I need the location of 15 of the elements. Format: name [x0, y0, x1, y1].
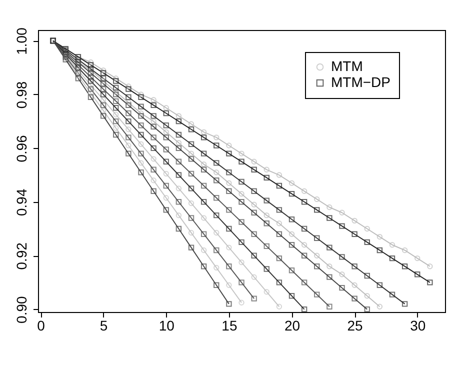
x-tick-label: 0	[37, 318, 46, 334]
x-tick-label: 15	[222, 318, 238, 334]
x-tick-label: 20	[284, 318, 300, 334]
y-tick-label: 0.98	[14, 81, 30, 109]
legend-label: MTM	[331, 58, 363, 74]
y-tick-label: 1.00	[14, 27, 30, 55]
legend-label: MTM−DP	[331, 74, 390, 90]
y-tick-label: 0.96	[14, 134, 30, 162]
x-tick-label: 10	[158, 318, 175, 334]
y-tick-label: 0.92	[14, 242, 30, 270]
y-tick-label: 0.94	[14, 188, 30, 216]
x-tick-label: 5	[100, 318, 108, 334]
x-tick-label: 25	[347, 318, 364, 334]
y-tick-label: 0.90	[14, 296, 30, 324]
x-tick-label: 30	[410, 318, 426, 334]
